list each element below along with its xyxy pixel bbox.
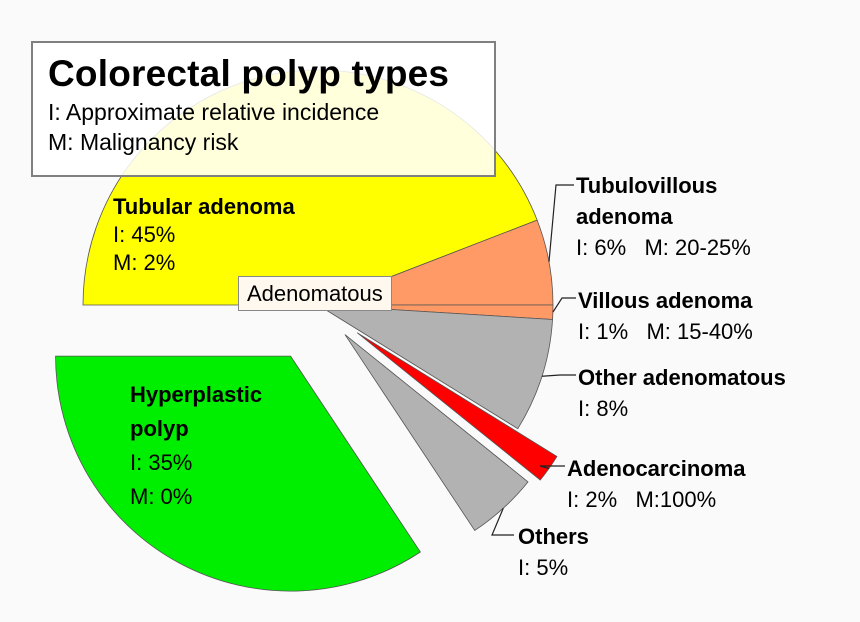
leader-line-adenocarcinoma [539,465,565,470]
slice-others [344,334,529,532]
label-villous-name: Villous adenoma [578,288,753,313]
label-hyperplastic-name-2: polyp [130,416,189,441]
label-other-adenomatous: Other adenomatous I: 8% [578,362,786,424]
slice-hyperplastic [55,355,421,592]
leader-line-tubulovillous [548,184,574,262]
label-others-detail: I: 5% [518,555,569,580]
label-others: Others I: 5% [518,521,589,583]
label-hyperplastic-name-1: Hyperplastic [130,382,263,407]
label-hyperplastic-malignancy: M: 0% [130,484,193,509]
label-tubular-malignancy: M: 2% [113,250,176,275]
chart-title: Colorectal polyp types [48,53,450,94]
slice-other-adenomatous [317,304,553,430]
group-label-adenomatous: Adenomatous [238,276,392,311]
leader-line-others [491,507,514,536]
label-villous-detail: I: 1% M: 15-40% [578,319,753,344]
label-other-adenomatous-detail: I: 8% [578,396,629,421]
label-tubular-name: Tubular adenoma [113,194,295,219]
label-tubulovillous-name-1: Tubulovillous [576,173,718,198]
label-villous: Villous adenoma I: 1% M: 15-40% [578,285,753,347]
label-hyperplastic: Hyperplastic polyp I: 35% M: 0% [130,378,262,514]
leader-line-villous [552,297,576,313]
legend-incidence-key: I: Approximate relative incidence [48,99,380,125]
leader-line-other-adenomatous [541,374,576,377]
label-tubulovillous-detail: I: 6% M: 20-25% [576,235,751,260]
label-adenocarcinoma: Adenocarcinoma I: 2% M:100% [567,453,746,515]
label-adenocarcinoma-name: Adenocarcinoma [567,456,746,481]
label-tubular-incidence: I: 45% [113,222,176,247]
label-adenocarcinoma-detail: I: 2% M:100% [567,487,717,512]
label-other-adenomatous-name: Other adenomatous [578,365,786,390]
label-tubular: Tubular adenoma I: 45% M: 2% [113,193,295,277]
label-others-name: Others [518,524,589,549]
label-hyperplastic-incidence: I: 35% [130,450,193,475]
legend-box: Colorectal polyp types I: Approximate re… [31,41,496,177]
legend-malignancy-key: M: Malignancy risk [48,129,239,155]
label-tubulovillous: Tubulovillous adenoma I: 6% M: 20-25% [576,170,751,263]
label-tubulovillous-name-2: adenoma [576,204,673,229]
